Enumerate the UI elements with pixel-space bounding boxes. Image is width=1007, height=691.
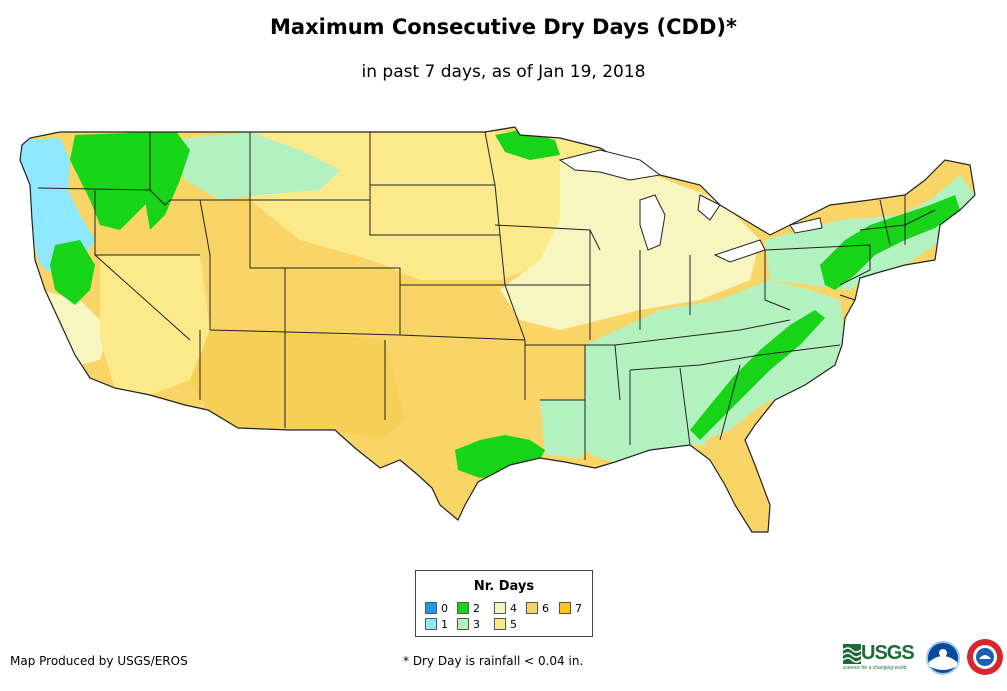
legend-item-2: 2 [457, 602, 480, 615]
map-subtitle: in past 7 days, as of Jan 19, 2018 [361, 62, 646, 82]
legend-label: 7 [575, 602, 582, 615]
state-borders [19, 126, 976, 533]
legend-label: 5 [510, 618, 517, 631]
legend-item-3: 3 [457, 618, 480, 631]
legend-label: 6 [542, 602, 549, 615]
legend-swatch [494, 618, 506, 630]
legend-label: 3 [473, 618, 480, 631]
usgs-wave-icon [843, 644, 861, 664]
legend-title: Nr. Days [473, 579, 535, 594]
dry-days-shading [20, 127, 975, 532]
great-lakes [558, 149, 823, 263]
noaa-logo [926, 641, 960, 675]
legend-label: 1 [441, 618, 448, 631]
legend-swatch [457, 618, 469, 630]
legend-swatch [494, 602, 506, 614]
usgs-logo: USGS science for a changing world [843, 642, 923, 672]
legend-label: 0 [441, 602, 448, 615]
legend-item-7: 7 [559, 602, 582, 615]
legend-item-6: 6 [526, 602, 549, 615]
legend-label: 4 [510, 602, 517, 615]
nws-logo [967, 639, 1003, 675]
legend-swatch [526, 602, 538, 614]
legend-swatch [457, 602, 469, 614]
legend-item-4: 4 [494, 602, 517, 615]
legend-item-0: 0 [425, 602, 448, 615]
footnote: * Dry Day is rainfall < 0.04 in. [403, 654, 584, 668]
legend-swatch [425, 618, 437, 630]
map-credit: Map Produced by USGS/EROS [10, 654, 188, 668]
legend-label: 2 [473, 602, 480, 615]
map-title: Maximum Consecutive Dry Days (CDD)* [270, 15, 737, 39]
legend-swatch [425, 602, 437, 614]
legend-item-1: 1 [425, 618, 448, 631]
legend: Nr. Days 0 1 2 3 4 5 6 7 [415, 570, 593, 637]
usgs-wordmark: USGS [861, 642, 915, 664]
usgs-tagline: science for a changing world [843, 665, 907, 671]
legend-swatch [559, 602, 571, 614]
legend-item-5: 5 [494, 618, 517, 631]
